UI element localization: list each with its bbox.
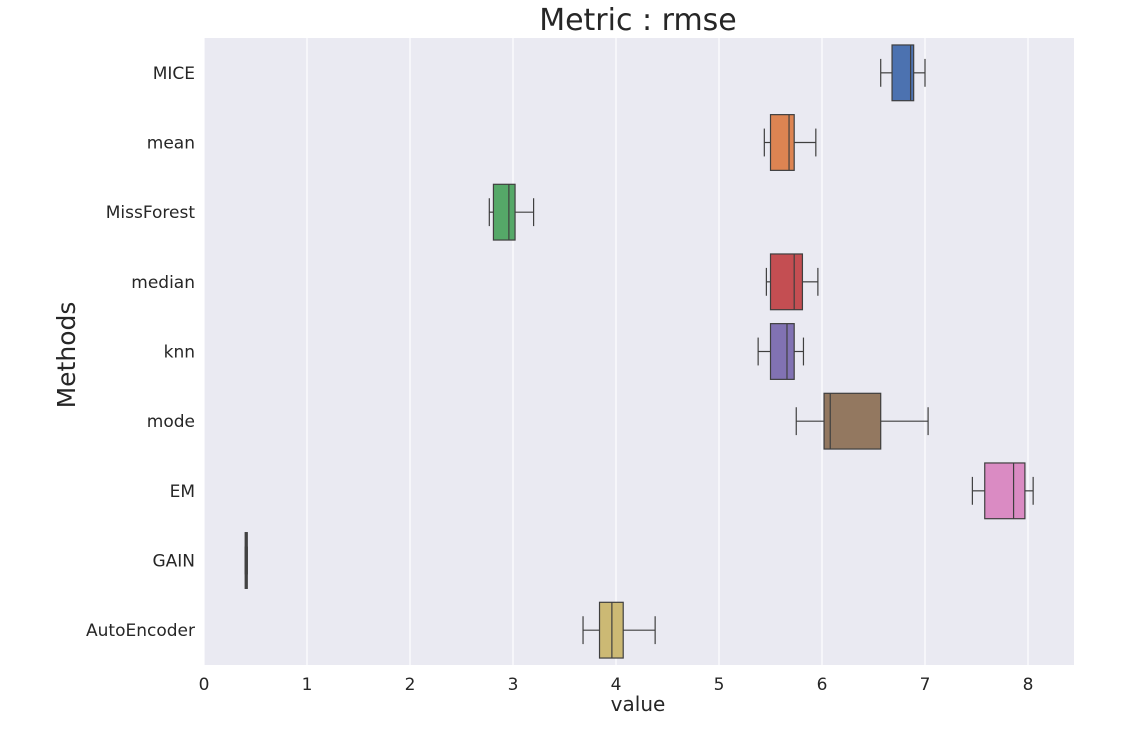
boxes bbox=[244, 44, 1034, 659]
y-category-label: EM bbox=[170, 482, 195, 502]
y-axis-label: Methods bbox=[52, 302, 81, 409]
box-missforest bbox=[488, 183, 535, 241]
y-category-label: GAIN bbox=[152, 552, 195, 572]
box-knn bbox=[757, 323, 805, 380]
x-axis-label: value bbox=[611, 692, 666, 716]
x-tick-label: 5 bbox=[714, 675, 725, 695]
x-tick-label: 3 bbox=[508, 675, 519, 695]
gridlines bbox=[203, 38, 1029, 665]
y-category-label: knn bbox=[164, 343, 195, 363]
y-category-label: mode bbox=[147, 412, 195, 432]
y-category-label: MICE bbox=[153, 64, 195, 84]
iqr-box bbox=[769, 323, 795, 380]
y-category-label: AutoEncoder bbox=[86, 621, 195, 641]
chart-title: Metric : rmse bbox=[539, 3, 737, 38]
x-tick-label: 0 bbox=[199, 675, 210, 695]
y-category-label: median bbox=[131, 273, 195, 293]
box-mice bbox=[880, 44, 926, 102]
x-tick-label: 4 bbox=[611, 675, 622, 695]
y-category-label: MissForest bbox=[106, 203, 196, 223]
iqr-box bbox=[823, 392, 882, 450]
x-tick-label: 7 bbox=[920, 675, 931, 695]
plot-area bbox=[204, 38, 1074, 665]
iqr-box bbox=[891, 44, 915, 102]
iqr-box bbox=[769, 253, 804, 311]
x-tick-label: 8 bbox=[1023, 675, 1034, 695]
iqr-box bbox=[769, 114, 795, 171]
y-categories: MICE mean MissForest median knn mode EM GAIN Aut… bbox=[86, 64, 195, 641]
box-median bbox=[765, 253, 819, 311]
box-mode bbox=[795, 392, 929, 450]
x-ticks: 0 1 2 3 4 5 6 7 8 bbox=[199, 675, 1034, 695]
iqr-box bbox=[984, 462, 1026, 520]
y-category-label: mean bbox=[147, 134, 195, 154]
box-autoencoder bbox=[582, 601, 656, 659]
iqr-box bbox=[492, 183, 516, 241]
x-tick-label: 2 bbox=[405, 675, 416, 695]
box-em bbox=[971, 462, 1034, 520]
x-tick-label: 6 bbox=[817, 675, 828, 695]
box-mean bbox=[763, 114, 817, 171]
box-gain bbox=[244, 532, 248, 589]
x-tick-label: 1 bbox=[302, 675, 313, 695]
